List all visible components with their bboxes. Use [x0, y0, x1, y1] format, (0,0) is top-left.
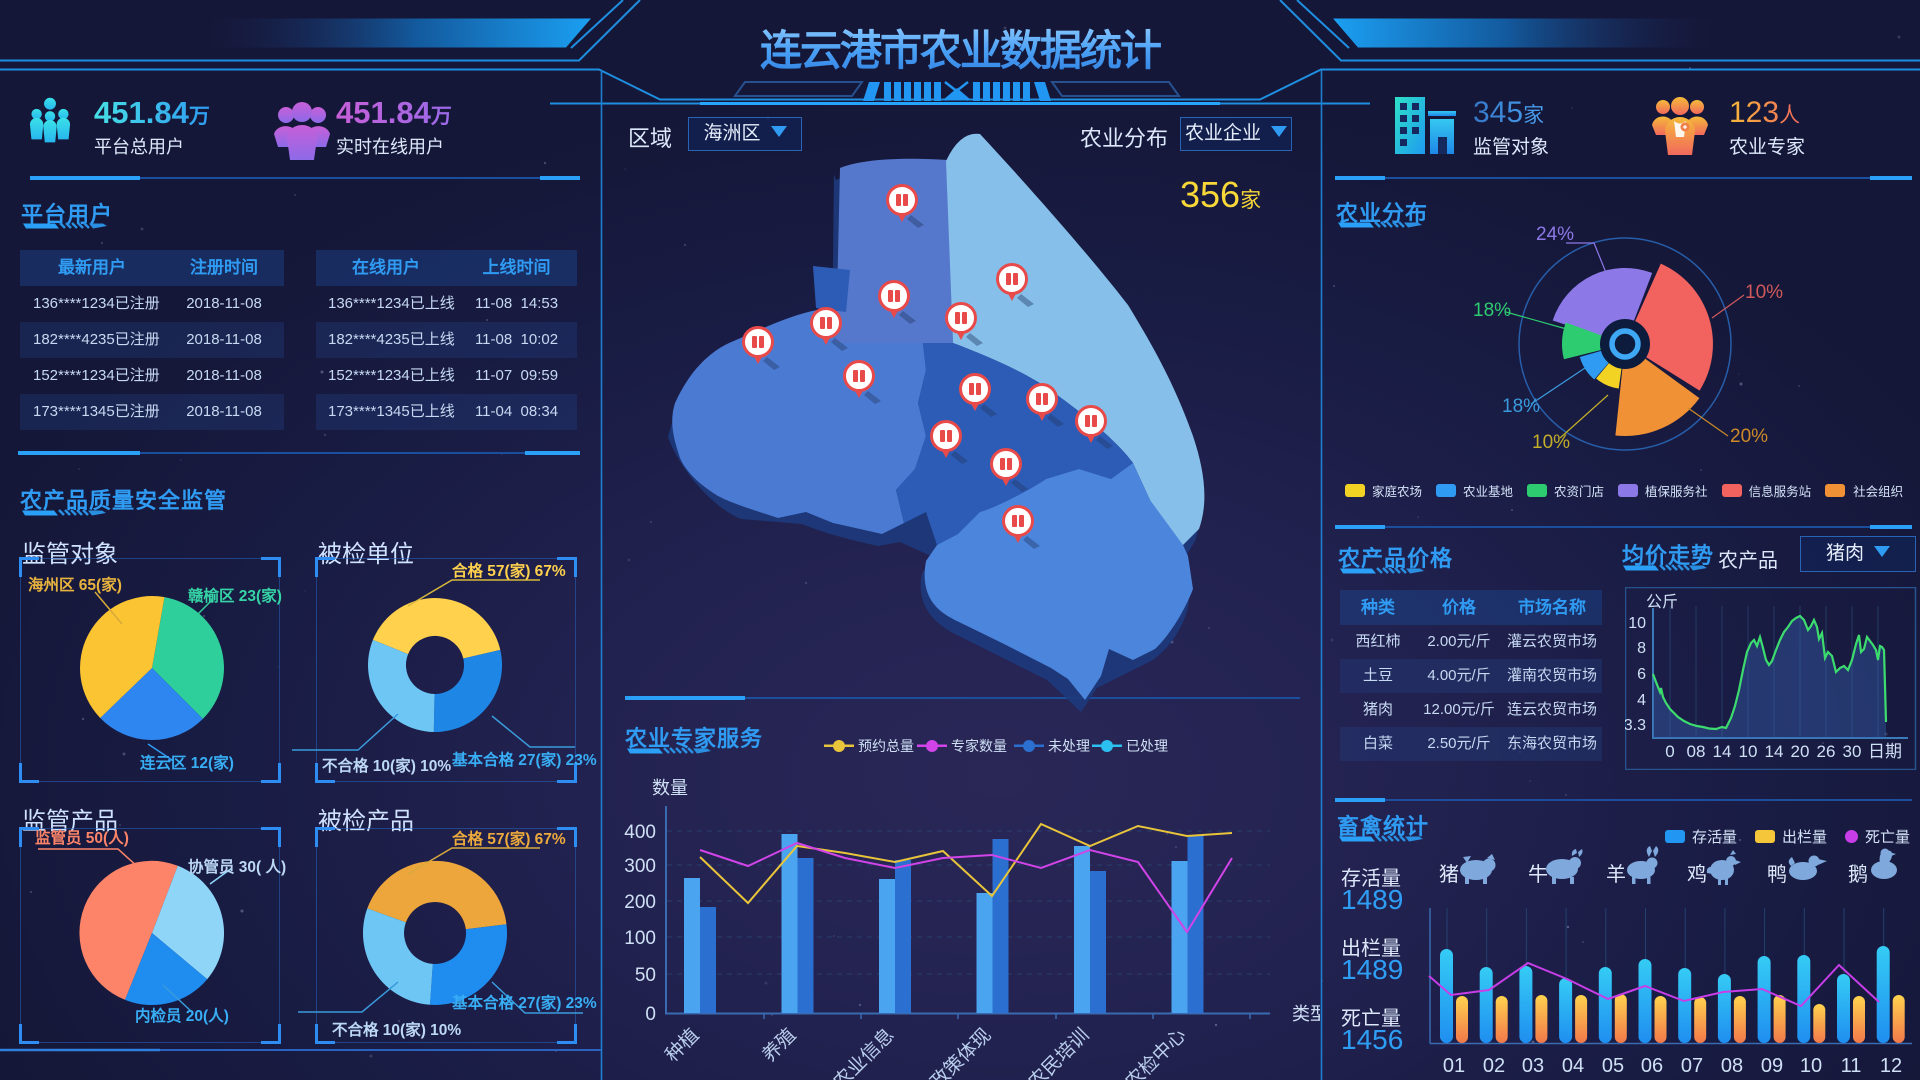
svg-text:4: 4 — [1637, 692, 1646, 709]
svg-text:18%: 18% — [1473, 300, 1511, 321]
svg-text:已处理: 已处理 — [1126, 738, 1168, 754]
svg-text:基本合格 27(家) 23%: 基本合格 27(家) 23% — [451, 993, 597, 1012]
svg-text:200: 200 — [624, 892, 656, 913]
svg-text:08: 08 — [1687, 742, 1706, 761]
svg-text:300: 300 — [624, 856, 656, 877]
svg-text:监管员 50(人): 监管员 50(人) — [35, 828, 129, 847]
svg-text:农业信息: 农业信息 — [829, 1024, 898, 1080]
svg-text:0: 0 — [645, 1004, 656, 1025]
svg-text:24%: 24% — [1536, 224, 1574, 245]
svg-text:01: 01 — [1443, 1055, 1465, 1077]
svg-text:基本合格 27(家) 23%: 基本合格 27(家) 23% — [451, 750, 597, 769]
svg-text:400: 400 — [624, 822, 656, 843]
svg-text:03: 03 — [1522, 1055, 1544, 1077]
svg-text:类型: 类型 — [1292, 1004, 1320, 1024]
svg-text:0: 0 — [1665, 742, 1674, 761]
svg-text:农民培训: 农民培训 — [1024, 1024, 1093, 1080]
svg-text:18%: 18% — [1502, 396, 1540, 417]
svg-text:10: 10 — [1739, 742, 1758, 761]
svg-text:合格 57(家) 67%: 合格 57(家) 67% — [452, 561, 566, 580]
svg-text:07: 07 — [1681, 1055, 1703, 1077]
svg-text:10%: 10% — [1745, 282, 1783, 303]
svg-text:日期: 日期 — [1868, 742, 1902, 761]
svg-text:14: 14 — [1713, 742, 1732, 761]
svg-text:20%: 20% — [1730, 426, 1768, 447]
svg-text:3.3: 3.3 — [1625, 717, 1646, 734]
svg-text:海州区 65(家): 海州区 65(家) — [28, 575, 122, 594]
svg-text:8: 8 — [1637, 640, 1646, 657]
svg-text:09: 09 — [1761, 1055, 1783, 1077]
svg-text:50: 50 — [635, 965, 656, 986]
svg-text:连云区 12(家): 连云区 12(家) — [140, 753, 234, 772]
svg-text:06: 06 — [1641, 1055, 1663, 1077]
svg-text:100: 100 — [624, 928, 656, 949]
svg-text:公斤: 公斤 — [1646, 593, 1678, 611]
svg-text:种植: 种植 — [661, 1024, 703, 1066]
svg-text:政策体现: 政策体现 — [926, 1024, 995, 1080]
svg-text:养殖: 养殖 — [758, 1024, 800, 1066]
svg-text:赣榆区 23(家): 赣榆区 23(家) — [188, 586, 282, 605]
svg-text:14: 14 — [1765, 742, 1784, 761]
svg-text:05: 05 — [1602, 1055, 1624, 1077]
svg-text:26: 26 — [1817, 742, 1836, 761]
svg-text:未处理: 未处理 — [1048, 738, 1090, 754]
svg-text:协管员 30( 人): 协管员 30( 人) — [188, 857, 286, 876]
svg-text:04: 04 — [1562, 1055, 1584, 1077]
svg-text:专家数量: 专家数量 — [951, 738, 1007, 754]
svg-text:02: 02 — [1483, 1055, 1505, 1077]
svg-text:10%: 10% — [1532, 432, 1570, 453]
svg-text:不合格 10(家) 10%: 不合格 10(家) 10% — [332, 1020, 461, 1039]
svg-text:12: 12 — [1880, 1055, 1902, 1077]
svg-text:数量: 数量 — [652, 778, 688, 798]
svg-text:预约总量: 预约总量 — [858, 738, 914, 754]
svg-text:10: 10 — [1800, 1055, 1822, 1077]
svg-text:农检中心: 农检中心 — [1121, 1024, 1190, 1080]
svg-text:不合格 10(家) 10%: 不合格 10(家) 10% — [322, 756, 451, 775]
svg-text:10: 10 — [1628, 615, 1646, 632]
svg-text:20: 20 — [1791, 742, 1810, 761]
svg-text:11: 11 — [1841, 1055, 1862, 1077]
svg-text:08: 08 — [1721, 1055, 1743, 1077]
svg-text:6: 6 — [1637, 666, 1646, 683]
svg-text:合格 57(家) 67%: 合格 57(家) 67% — [452, 829, 566, 848]
svg-text:内检员 20(人): 内检员 20(人) — [135, 1006, 229, 1025]
svg-text:30: 30 — [1843, 742, 1862, 761]
